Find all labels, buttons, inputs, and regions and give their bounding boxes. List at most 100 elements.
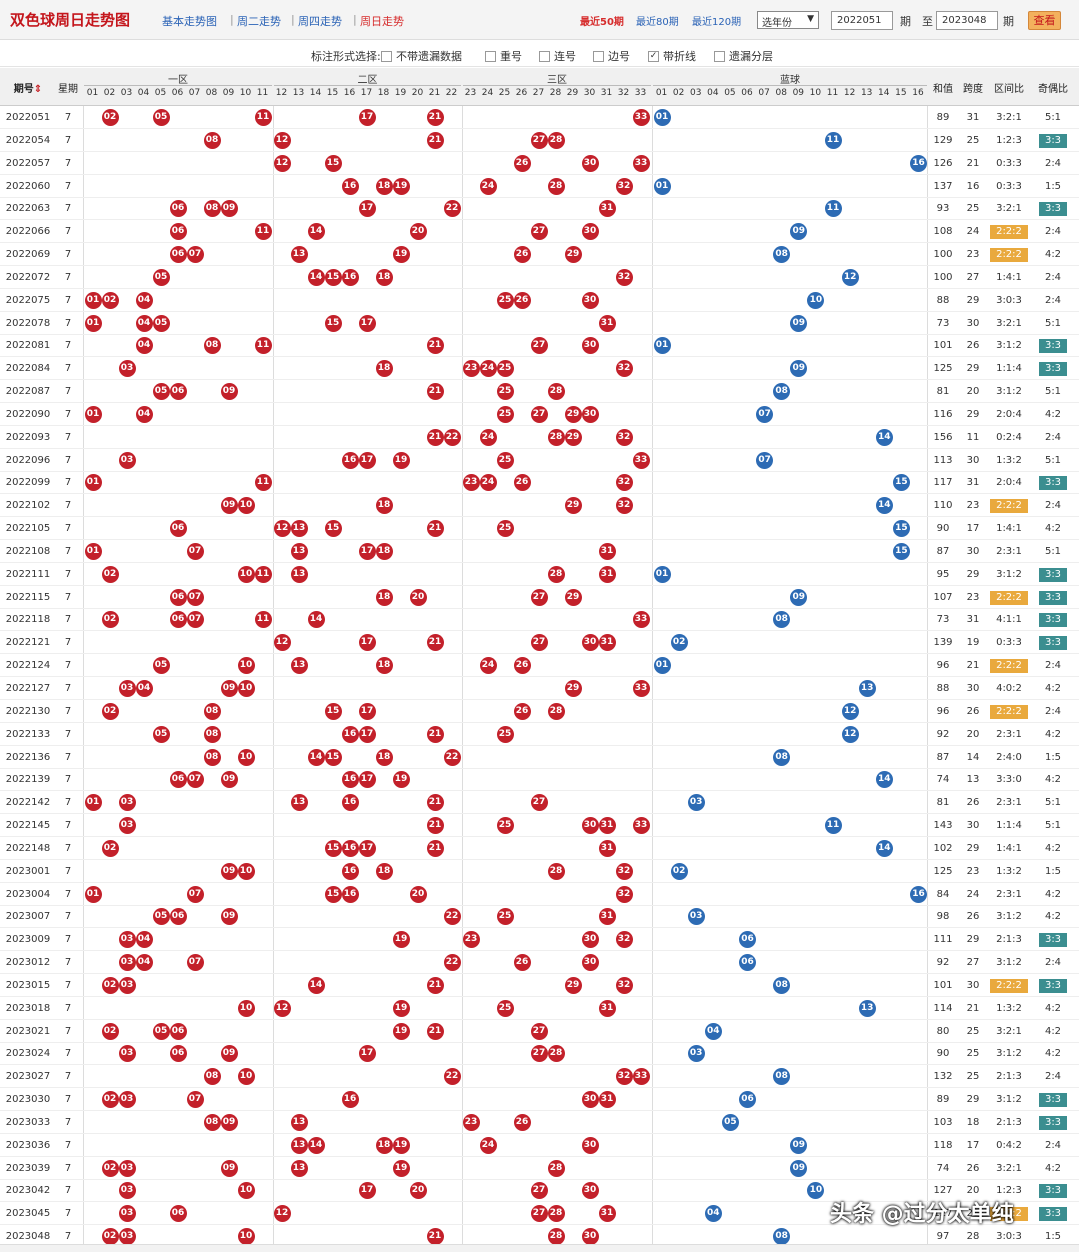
red-ball: 27 xyxy=(530,405,548,423)
odd-even-cell-highlight: 3:3 xyxy=(1038,590,1068,605)
ratio-cell: 2:2:2 xyxy=(988,1202,1030,1225)
blue-ball: 13 xyxy=(858,680,876,697)
year-select[interactable]: 选年份 ▼ xyxy=(757,11,819,29)
red-ball: 02 xyxy=(101,1159,119,1177)
checkbox-icon[interactable]: ✓ xyxy=(648,50,659,62)
red-ball: 07 xyxy=(186,542,204,560)
red-ball: 28 xyxy=(547,428,565,446)
nav-tuesday[interactable]: 周二走势 xyxy=(237,15,281,28)
red-ball: 17 xyxy=(358,314,376,332)
span-cell: 30 xyxy=(966,317,980,329)
red-ball: 20 xyxy=(409,1182,427,1200)
to-period-input[interactable]: 2023048 xyxy=(936,11,998,30)
sum-cell: 127 xyxy=(933,1185,953,1197)
blue-number-header: 05 xyxy=(724,88,736,98)
red-ball: 31 xyxy=(598,634,616,652)
zone-header-blue: 蓝球 xyxy=(653,71,927,86)
red-ball: 06 xyxy=(169,246,187,264)
query-button[interactable]: 查看 xyxy=(1028,11,1061,30)
recent-80-link[interactable]: 最近80期 xyxy=(636,17,679,28)
red-ball: 28 xyxy=(547,1228,565,1246)
red-ball: 27 xyxy=(530,794,548,812)
ratio-cell-highlight: 2:2:2 xyxy=(990,499,1028,514)
weekday-cell: 7 xyxy=(64,545,72,557)
odd-even-cell: 2:4 xyxy=(1044,157,1062,169)
sum-cell: 96 xyxy=(936,660,950,672)
blue-ball: 15 xyxy=(892,520,910,538)
ratio-cell-highlight: 2:2:2 xyxy=(990,704,1028,719)
sum-cell: 107 xyxy=(933,591,953,603)
red-ball: 11 xyxy=(254,474,272,492)
red-ball: 31 xyxy=(598,1205,616,1223)
red-ball: 03 xyxy=(118,1182,136,1200)
sum-cell: 73 xyxy=(936,614,950,626)
weekday-cell: 7 xyxy=(64,431,72,443)
col-period-header[interactable]: 期号⇕ xyxy=(2,80,54,95)
option-2[interactable]: 连号 xyxy=(539,48,576,64)
option-0[interactable]: 不带遗漏数据 xyxy=(381,48,462,64)
red-number-header: 28 xyxy=(549,88,562,98)
odd-even-cell: 5:1 xyxy=(1044,545,1062,557)
red-ball: 10 xyxy=(237,1228,255,1246)
red-ball: 06 xyxy=(169,223,187,241)
red-ball: 30 xyxy=(581,1182,599,1200)
red-ball: 18 xyxy=(375,542,393,560)
option-3[interactable]: 边号 xyxy=(593,48,630,64)
checkbox-icon[interactable] xyxy=(539,50,550,62)
table-row: 2023045 7 03 06 12 27 28 31 04 127 28 2:2:2 3:3 xyxy=(0,1202,1079,1226)
ratio-cell: 3:1:2 xyxy=(996,340,1022,352)
sum-cell: 101 xyxy=(933,979,953,991)
odd-even-cell: 3:3 xyxy=(1030,197,1076,220)
red-ball: 05 xyxy=(152,314,170,332)
checkbox-icon[interactable] xyxy=(381,50,392,62)
red-ball: 06 xyxy=(169,611,187,629)
red-ball: 30 xyxy=(581,954,599,972)
odd-even-cell-highlight: 3:3 xyxy=(1038,202,1068,217)
odd-even-cell-highlight: 3:3 xyxy=(1038,567,1068,582)
table-row: 2023042 7 03 10 17 20 27 30 10 127 20 1:2:3 3:3 xyxy=(0,1179,1079,1203)
option-1[interactable]: 重号 xyxy=(485,48,522,64)
red-ball: 33 xyxy=(632,1068,650,1086)
span-cell: 29 xyxy=(966,363,980,375)
red-ball: 13 xyxy=(290,542,308,560)
span-cell: 19 xyxy=(966,637,980,649)
red-ball: 01 xyxy=(84,542,102,560)
blue-ball: 01 xyxy=(653,337,671,355)
red-ball: 20 xyxy=(409,588,427,606)
nav-thursday[interactable]: 周四走势 xyxy=(298,15,342,28)
red-ball: 17 xyxy=(358,725,376,743)
span-cell: 26 xyxy=(966,911,980,923)
red-ball: 09 xyxy=(220,1113,238,1131)
nav-basic-trend[interactable]: 基本走势图 xyxy=(162,15,217,28)
ratio-cell: 2:2:2 xyxy=(988,974,1030,997)
table-footer xyxy=(0,1244,1079,1252)
from-period-input[interactable]: 2022051 xyxy=(831,11,893,30)
checkbox-icon[interactable] xyxy=(485,50,496,62)
nav-sunday[interactable]: 周日走势 xyxy=(360,15,404,28)
recent-120-link[interactable]: 最近120期 xyxy=(692,17,742,28)
red-ball: 11 xyxy=(254,611,272,629)
red-ball: 02 xyxy=(101,1228,119,1246)
red-ball: 15 xyxy=(324,520,342,538)
odd-even-cell-highlight: 3:3 xyxy=(1038,636,1068,651)
red-ball: 28 xyxy=(547,383,565,401)
red-ball: 20 xyxy=(409,223,427,241)
red-ball: 11 xyxy=(254,565,272,583)
red-ball: 05 xyxy=(152,109,170,126)
odd-even-cell-highlight: 3:3 xyxy=(1038,1207,1068,1222)
recent-50-link[interactable]: 最近50期 xyxy=(580,17,624,28)
red-ball: 12 xyxy=(273,154,291,172)
sum-cell: 87 xyxy=(936,545,950,557)
odd-even-cell-highlight: 3:3 xyxy=(1038,476,1068,491)
table-row: 2022054 7 08 12 21 27 28 11 129 25 1:2:3 3:3 xyxy=(0,129,1079,152)
option-4[interactable]: ✓ 带折线 xyxy=(648,48,696,64)
odd-even-cell: 5:1 xyxy=(1044,797,1062,809)
blue-ball: 15 xyxy=(892,542,910,560)
span-cell: 26 xyxy=(966,1162,980,1174)
checkbox-icon[interactable] xyxy=(593,50,604,62)
odd-even-cell-highlight: 3:3 xyxy=(1038,613,1068,628)
option-5[interactable]: 遗漏分层 xyxy=(714,48,773,64)
checkbox-icon[interactable] xyxy=(714,50,725,62)
sum-cell: 111 xyxy=(933,934,953,946)
red-ball: 02 xyxy=(101,976,119,994)
